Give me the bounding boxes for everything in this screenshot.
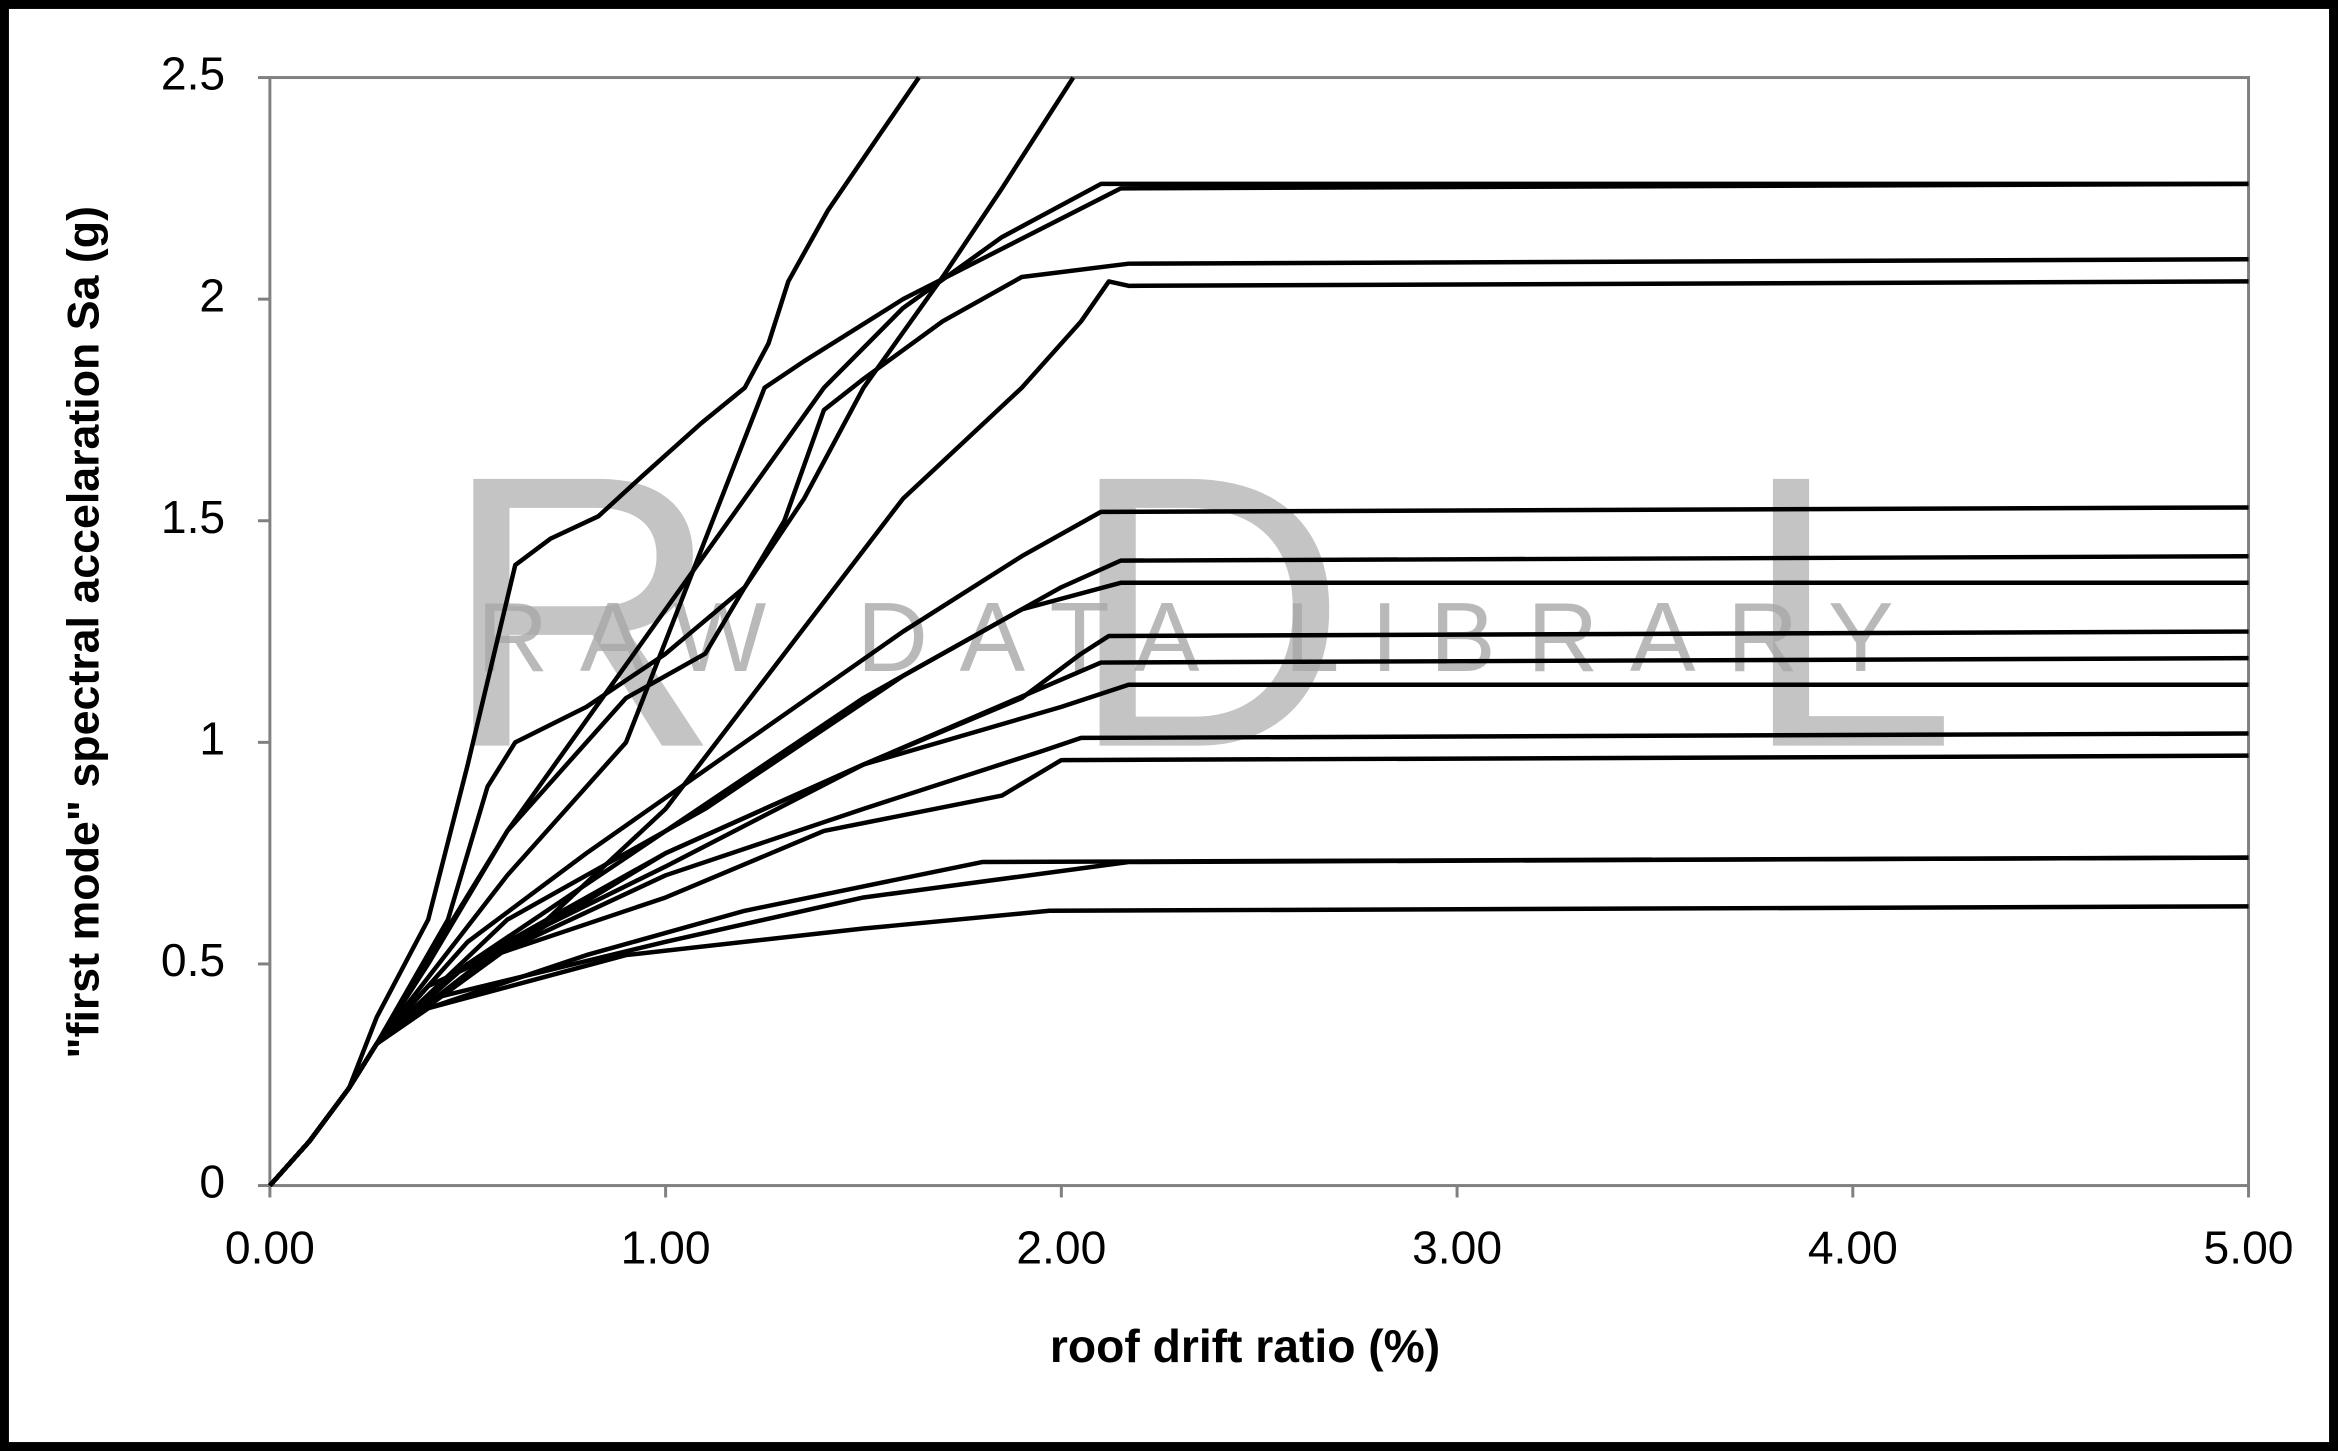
x-tick-label: 3.00 [1412, 1221, 1502, 1273]
y-tick-label: 0.5 [161, 934, 225, 986]
watermark-letter: D [1068, 396, 1348, 829]
y-axis-title: "first mode" spectral accelaration Sa (g… [59, 206, 108, 1059]
x-tick-label: 5.00 [2204, 1221, 2294, 1273]
x-tick-label: 2.00 [1016, 1221, 1106, 1273]
x-tick-label: 4.00 [1808, 1221, 1898, 1273]
curve [268, 904, 2249, 1188]
x-tick-label: 0.00 [225, 1221, 315, 1273]
curve [268, 76, 921, 1188]
x-axis-title: roof drift ratio (%) [1050, 1320, 1440, 1372]
y-tick-label: 2 [199, 269, 225, 321]
x-tick-label: 1.00 [621, 1221, 711, 1273]
y-tick-label: 1 [199, 713, 225, 765]
y-tick-label: 2.5 [161, 48, 225, 100]
y-tick-label: 1.5 [161, 491, 225, 543]
y-tick-label: 0 [199, 1156, 225, 1208]
